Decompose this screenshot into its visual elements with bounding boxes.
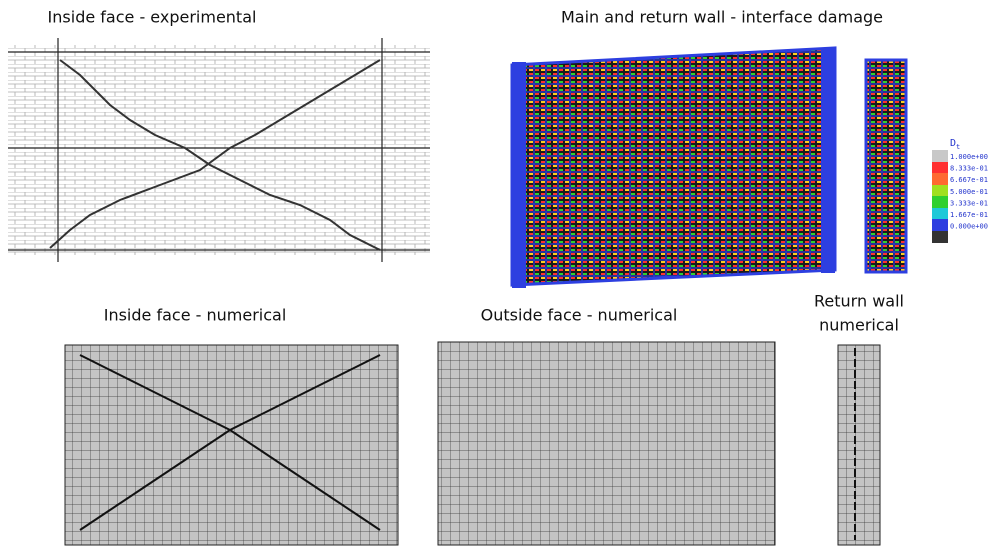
experimental-wall xyxy=(8,38,430,262)
panel-title: Outside face - numerical xyxy=(481,306,678,325)
legend: Dt 1.000e+00 8.333e-01 6.667e-01 5.000e-01 3… xyxy=(932,138,988,243)
numerical-outside xyxy=(438,342,775,545)
legend-label: 5.000e-01 xyxy=(950,188,988,196)
legend-title: Dt xyxy=(950,138,960,151)
legend-label: 8.333e-01 xyxy=(950,165,988,173)
numerical-inside xyxy=(65,345,398,545)
legend-label: 0.000e+00 xyxy=(950,223,988,231)
panel-title: Return wall xyxy=(814,292,904,311)
numerical-return xyxy=(838,345,880,545)
panel-title: Main and return wall - interface damage xyxy=(561,8,883,27)
panel-title: Inside face - experimental xyxy=(48,8,257,27)
legend-label: 1.667e-01 xyxy=(950,211,988,219)
figure: Inside face - experimental Main and retu… xyxy=(0,0,1001,549)
panel-title: Inside face - numerical xyxy=(104,306,287,325)
legend-label: 6.667e-01 xyxy=(950,176,988,184)
legend-label: 1.000e+00 xyxy=(950,153,988,161)
panel-title: numerical xyxy=(819,316,899,335)
legend-label: 3.333e-01 xyxy=(950,199,988,207)
damage-wall xyxy=(512,48,906,288)
